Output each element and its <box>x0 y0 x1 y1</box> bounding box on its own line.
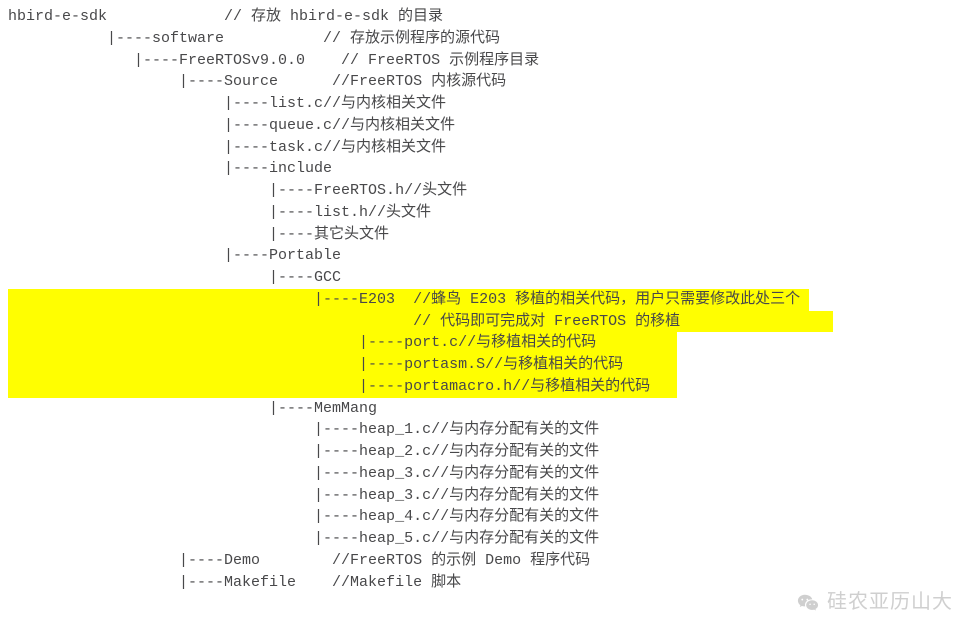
directory-tree: hbird-e-sdk // 存放 hbird-e-sdk 的目录 |----s… <box>8 6 963 593</box>
tree-line: |----heap_5.c//与内存分配有关的文件 <box>8 528 963 550</box>
tree-line: |----heap_3.c//与内存分配有关的文件 <box>8 463 963 485</box>
tree-line: |----task.c//与内核相关文件 <box>8 137 963 159</box>
tree-line: |----Demo //FreeRTOS 的示例 Demo 程序代码 <box>8 550 963 572</box>
tree-line: |----heap_1.c//与内存分配有关的文件 <box>8 419 963 441</box>
watermark: 硅农亚历山大 <box>797 588 953 617</box>
tree-line: |----heap_3.c//与内存分配有关的文件 <box>8 485 963 507</box>
tree-line: |----list.h//头文件 <box>8 202 963 224</box>
tree-line: |----Portable <box>8 245 963 267</box>
tree-line: |----portasm.S//与移植相关的代码 <box>8 354 963 376</box>
watermark-text: 硅农亚历山大 <box>827 588 953 617</box>
tree-line: |----portamacro.h//与移植相关的代码 <box>8 376 963 398</box>
tree-line: |----include <box>8 158 963 180</box>
tree-line: // 代码即可完成对 FreeRTOS 的移植 <box>8 311 963 333</box>
tree-line: |----port.c//与移植相关的代码 <box>8 332 963 354</box>
tree-line: |----Source //FreeRTOS 内核源代码 <box>8 71 963 93</box>
tree-line: |----E203 //蜂鸟 E203 移植的相关代码，用户只需要修改此处三个 <box>8 289 963 311</box>
tree-line: |----GCC <box>8 267 963 289</box>
tree-line: hbird-e-sdk // 存放 hbird-e-sdk 的目录 <box>8 6 963 28</box>
tree-line: |----FreeRTOSv9.0.0 // FreeRTOS 示例程序目录 <box>8 50 963 72</box>
tree-line: |----FreeRTOS.h//头文件 <box>8 180 963 202</box>
tree-line: |----queue.c//与内核相关文件 <box>8 115 963 137</box>
tree-line: |----list.c//与内核相关文件 <box>8 93 963 115</box>
tree-line: |----heap_2.c//与内存分配有关的文件 <box>8 441 963 463</box>
wechat-icon <box>797 592 819 614</box>
tree-line: |----其它头文件 <box>8 224 963 246</box>
tree-line: |----heap_4.c//与内存分配有关的文件 <box>8 506 963 528</box>
tree-line: |----MemMang <box>8 398 963 420</box>
tree-line: |----software // 存放示例程序的源代码 <box>8 28 963 50</box>
